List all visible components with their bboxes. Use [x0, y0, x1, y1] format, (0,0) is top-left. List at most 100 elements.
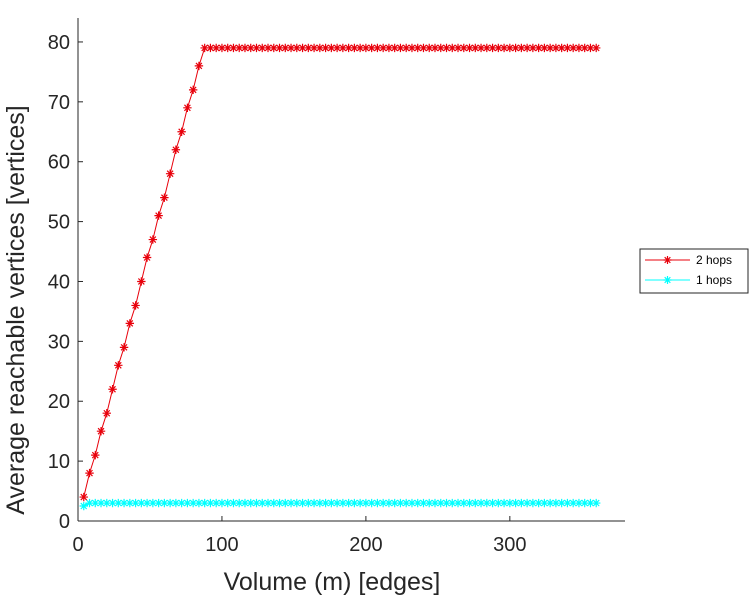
data-point — [85, 468, 94, 478]
data-point — [534, 43, 543, 53]
data-point — [321, 498, 330, 508]
data-point — [361, 43, 371, 53]
data-point — [194, 61, 204, 71]
y-tick-label: 60 — [48, 152, 70, 174]
data-point — [459, 43, 468, 53]
data-point — [413, 498, 422, 508]
data-point — [361, 498, 371, 508]
data-point — [223, 498, 232, 508]
data-point — [142, 253, 152, 262]
data-point — [378, 498, 388, 508]
data-point — [384, 43, 394, 53]
data-point — [114, 361, 123, 370]
data-point — [211, 43, 221, 53]
data-point — [396, 498, 405, 508]
data-point — [258, 43, 267, 53]
data-point — [384, 498, 394, 508]
data-point — [148, 498, 158, 508]
data-point — [482, 498, 492, 508]
data-point — [119, 498, 129, 508]
data-point — [488, 498, 497, 508]
data-point — [586, 43, 595, 53]
data-point — [448, 43, 457, 53]
legend-items: 2 hops 1 hops — [645, 253, 732, 287]
data-point — [108, 498, 117, 508]
data-point — [528, 498, 538, 508]
data-point — [286, 43, 296, 53]
data-point — [580, 498, 589, 508]
data-point — [557, 43, 566, 53]
data-point — [453, 498, 463, 508]
data-point — [407, 498, 417, 508]
data-point — [252, 43, 261, 53]
data-point — [194, 498, 204, 508]
data-point — [344, 43, 353, 53]
data-point — [551, 498, 561, 508]
data-point — [102, 498, 111, 508]
data-point — [229, 43, 238, 53]
data-point — [534, 498, 543, 508]
data-point — [436, 498, 445, 508]
y-tick-label: 0 — [59, 511, 70, 533]
x-axis-title: Volume (m) [edges] — [224, 568, 441, 596]
data-point — [304, 498, 313, 508]
data-point — [517, 43, 526, 53]
data-point — [309, 498, 319, 508]
data-point — [436, 43, 445, 53]
data-point — [235, 43, 244, 53]
data-point — [286, 498, 296, 508]
data-point — [321, 43, 330, 53]
data-point — [476, 498, 486, 508]
data-point — [407, 43, 417, 53]
data-point — [390, 43, 399, 53]
data-point — [465, 43, 474, 53]
series-2-hops — [79, 43, 601, 502]
data-point — [413, 43, 422, 53]
data-point — [563, 43, 572, 53]
y-tick-label: 70 — [48, 92, 70, 114]
data-point — [488, 43, 497, 53]
data-point — [442, 43, 451, 53]
data-point — [419, 43, 428, 53]
data-point — [137, 498, 146, 508]
data-point — [338, 498, 348, 508]
data-point — [332, 43, 342, 53]
series-layer — [79, 43, 601, 511]
data-point — [108, 385, 117, 394]
data-point — [252, 498, 261, 508]
data-point — [91, 450, 100, 460]
data-point — [102, 409, 111, 418]
data-point — [96, 498, 106, 508]
data-point — [160, 498, 169, 508]
data-point — [442, 498, 451, 508]
data-point — [165, 498, 175, 508]
y-axis-ticks: 0 10 20 30 40 50 60 70 80 — [48, 32, 83, 533]
data-point — [183, 498, 192, 508]
data-point — [171, 498, 181, 508]
data-point — [574, 43, 584, 53]
data-point — [396, 43, 405, 53]
data-point — [494, 498, 503, 508]
data-point — [511, 43, 520, 53]
data-point — [292, 43, 301, 53]
data-point — [131, 301, 140, 310]
data-point — [281, 43, 290, 53]
data-point — [476, 43, 486, 53]
data-point — [229, 498, 238, 508]
data-point — [586, 498, 595, 508]
data-point — [154, 211, 163, 220]
x-tick-label: 100 — [205, 534, 238, 556]
data-point — [499, 43, 509, 53]
data-point — [125, 498, 135, 508]
data-point — [540, 43, 549, 53]
data-point — [482, 43, 492, 53]
data-point — [373, 498, 382, 508]
data-point — [165, 169, 175, 178]
data-point — [505, 498, 515, 508]
data-point — [430, 498, 440, 508]
data-point — [263, 43, 273, 53]
data-point — [459, 498, 468, 508]
data-point — [448, 498, 457, 508]
data-point — [563, 498, 572, 508]
